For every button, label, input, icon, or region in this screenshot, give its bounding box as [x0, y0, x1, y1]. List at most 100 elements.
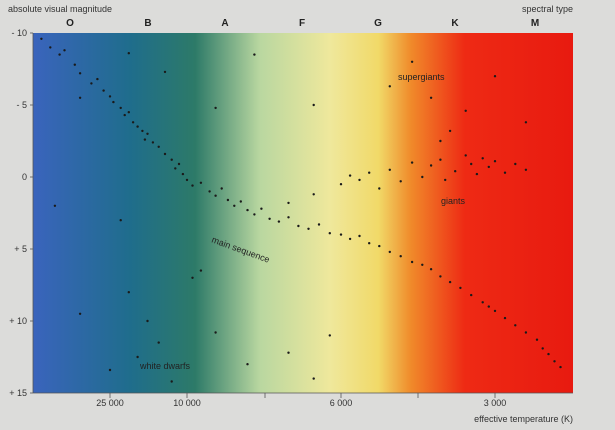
star-point: [131, 121, 135, 124]
star-point: [553, 360, 556, 363]
axes: [32, 33, 573, 394]
star-point: [312, 103, 315, 107]
star-point: [287, 351, 290, 354]
star-point: [328, 232, 331, 235]
star-point: [535, 338, 539, 341]
star-point: [547, 352, 550, 356]
star-point: [410, 161, 414, 164]
star-point: [514, 324, 517, 327]
star-point: [233, 204, 236, 207]
star-point: [464, 109, 467, 113]
star-point: [388, 168, 391, 171]
star-point: [410, 260, 414, 264]
x-tick-label: 3 000: [484, 398, 507, 408]
star-point: [348, 174, 352, 177]
star-point: [174, 167, 177, 170]
star-point: [470, 293, 473, 297]
star-point: [503, 171, 507, 174]
star-point: [78, 72, 82, 75]
star-point: [514, 162, 517, 166]
spectral-type-A: A: [221, 18, 228, 29]
star-point: [260, 207, 263, 210]
star-point: [49, 46, 52, 49]
star-point: [464, 154, 467, 157]
star-point: [108, 95, 112, 98]
star-point: [181, 172, 185, 176]
star-points: [40, 37, 562, 383]
y-ticks: - 10 - 5 0 + 5 + 10 + 15: [9, 28, 33, 398]
star-point: [220, 187, 223, 190]
star-point: [481, 301, 484, 304]
star-point: [410, 60, 414, 63]
star-point: [253, 53, 256, 56]
star-point: [328, 334, 331, 337]
star-point: [214, 106, 217, 110]
star-point: [470, 162, 473, 166]
star-point: [90, 82, 93, 85]
star-point: [177, 162, 181, 166]
star-point: [421, 175, 424, 179]
star-point: [123, 113, 126, 117]
star-point: [199, 181, 203, 184]
x-tick-label: 25 000: [96, 398, 124, 408]
y-tick-label: + 15: [9, 388, 27, 398]
spectral-type-B: B: [144, 18, 151, 29]
star-point: [368, 242, 371, 245]
star-point: [246, 363, 249, 366]
star-point: [312, 377, 315, 380]
star-point: [214, 331, 217, 334]
y-tick-label: - 10: [11, 28, 27, 38]
star-point: [487, 305, 490, 308]
x-axis-label: effective temperature (K): [474, 414, 573, 424]
star-point: [339, 233, 343, 236]
star-point: [277, 220, 281, 223]
star-point: [388, 250, 391, 254]
star-point: [146, 132, 149, 135]
star-point: [454, 170, 457, 173]
top-axis-label: spectral type: [522, 4, 573, 14]
star-point: [368, 171, 371, 174]
star-point: [191, 276, 194, 279]
star-point: [214, 194, 217, 197]
y-tick-label: + 5: [14, 244, 27, 254]
star-point: [127, 291, 130, 294]
star-point: [439, 139, 442, 143]
star-point: [487, 165, 490, 169]
star-point: [388, 85, 391, 88]
star-point: [157, 341, 160, 344]
star-point: [541, 347, 544, 350]
star-point: [439, 275, 442, 278]
star-point: [481, 157, 484, 160]
star-point: [239, 200, 242, 203]
star-point: [358, 234, 361, 238]
y-tick-label: - 5: [16, 100, 27, 110]
star-point: [475, 172, 479, 176]
star-point: [378, 244, 381, 248]
star-point: [136, 355, 139, 359]
star-point: [151, 141, 155, 144]
star-point: [78, 96, 82, 100]
star-point: [429, 268, 433, 271]
star-point: [170, 158, 173, 161]
star-point: [199, 269, 203, 272]
x-tick-label: 10 000: [173, 398, 201, 408]
star-point: [73, 63, 77, 66]
star-point: [348, 237, 352, 241]
label-supergiants: supergiants: [398, 72, 445, 82]
star-point: [253, 213, 256, 216]
star-point: [559, 365, 562, 369]
star-point: [524, 331, 528, 334]
star-point: [127, 111, 130, 114]
star-point: [493, 160, 497, 163]
star-point: [307, 227, 310, 230]
spectral-type-F: F: [299, 18, 305, 29]
star-point: [448, 280, 452, 284]
star-point: [191, 184, 194, 187]
star-point: [287, 201, 290, 205]
star-point: [444, 178, 447, 182]
star-point: [163, 70, 167, 74]
star-point: [141, 129, 144, 133]
star-point: [143, 138, 147, 141]
star-point: [524, 121, 528, 124]
